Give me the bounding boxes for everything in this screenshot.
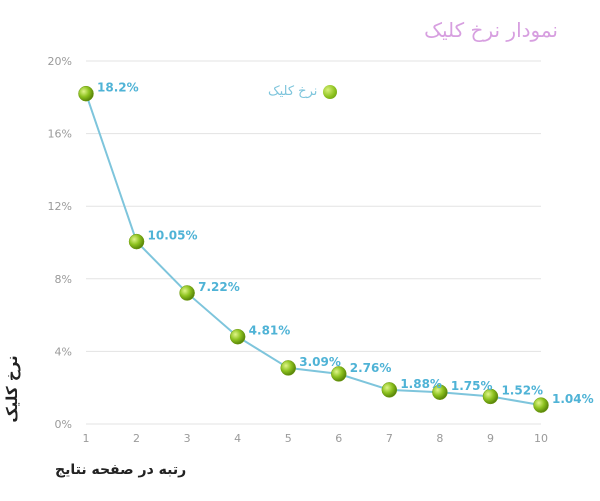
- data-label: 10.05%: [148, 229, 198, 243]
- x-tick-label: 8: [436, 432, 443, 445]
- y-tick-label: 4%: [55, 345, 72, 358]
- data-label: 18.2%: [97, 81, 139, 95]
- data-label: 4.81%: [249, 324, 291, 338]
- data-label: 1.52%: [501, 383, 543, 397]
- data-point: [432, 384, 448, 400]
- y-axis-ticks: 0% 4% 8% 12% 16% 20%: [48, 55, 72, 431]
- data-point: [482, 388, 499, 405]
- x-tick-label: 2: [133, 432, 140, 445]
- x-tick-label: 9: [487, 432, 494, 445]
- chart-title: نمودار نرخ کلیک: [424, 18, 558, 42]
- legend-marker-icon: [323, 84, 338, 99]
- data-label: 7.22%: [198, 280, 240, 294]
- legend-label: نرخ کلیک: [268, 84, 318, 99]
- y-tick-label: 12%: [48, 200, 72, 213]
- data-point: [280, 360, 296, 376]
- data-point: [179, 285, 195, 301]
- data-label: 1.04%: [552, 392, 594, 406]
- x-tick-label: 4: [234, 432, 241, 445]
- series-line: [85, 93, 542, 407]
- data-label: 2.76%: [350, 361, 392, 375]
- x-axis-ticks: 1 2 3 4 5 6 7 8 9 10: [83, 432, 549, 445]
- x-tick-label: 7: [386, 432, 393, 445]
- x-tick-label: 3: [184, 432, 191, 445]
- data-point: [533, 397, 549, 413]
- y-tick-label: 8%: [55, 273, 72, 286]
- series-line-path: [85, 93, 542, 407]
- data-label: 1.88%: [400, 377, 442, 391]
- data-label: 1.75%: [451, 379, 493, 393]
- data-point: [78, 85, 94, 102]
- data-points: [78, 85, 549, 413]
- legend: نرخ کلیک: [268, 84, 338, 99]
- data-labels: 18.2% 10.05% 7.22% 4.81% 3.09% 2.76% 1.88% 1.75…: [97, 81, 594, 406]
- x-tick-label: 10: [534, 432, 548, 445]
- grid-lines: [86, 60, 541, 425]
- y-tick-label: 16%: [48, 128, 72, 141]
- x-tick-label: 1: [83, 432, 90, 445]
- data-point: [128, 233, 145, 250]
- x-axis-label: رتبه در صفحه نتایج: [55, 462, 187, 478]
- data-point: [331, 366, 347, 382]
- y-axis-label: نرخ کلیک: [3, 355, 21, 423]
- data-point: [381, 382, 398, 398]
- y-tick-label: 20%: [48, 55, 72, 68]
- data-label: 3.09%: [299, 355, 341, 369]
- data-point: [229, 328, 246, 345]
- y-tick-label: 0%: [55, 418, 72, 431]
- x-tick-label: 5: [285, 432, 292, 445]
- x-tick-label: 6: [335, 432, 342, 445]
